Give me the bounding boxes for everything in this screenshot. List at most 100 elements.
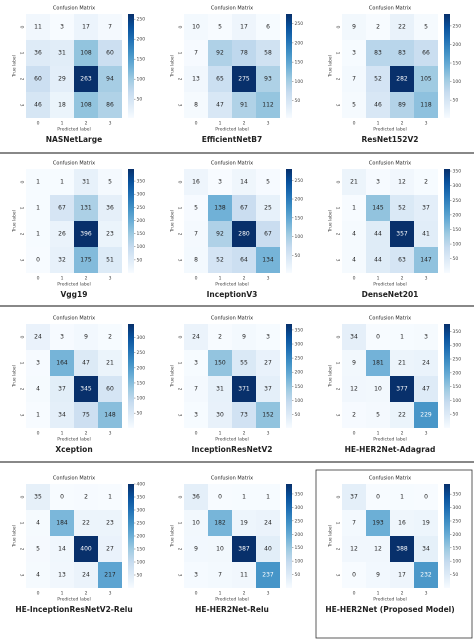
colorbar-tick-label: 100 bbox=[137, 244, 146, 250]
cell-label: 12 bbox=[374, 546, 382, 553]
x-tick-label: 2 bbox=[243, 431, 246, 437]
cell bbox=[366, 562, 390, 588]
cell-label: 105 bbox=[420, 76, 432, 83]
y-tick-label: 0 bbox=[335, 496, 341, 499]
x-tick-label: 3 bbox=[267, 431, 270, 437]
cell bbox=[256, 92, 280, 118]
cell bbox=[26, 536, 50, 562]
cell-label: 182 bbox=[214, 520, 226, 527]
cell-label: 60 bbox=[106, 50, 114, 57]
x-axis-label: Predicted label bbox=[57, 282, 90, 288]
cell bbox=[232, 92, 256, 118]
colorbar-tick-label: 200 bbox=[295, 40, 304, 46]
cell bbox=[74, 402, 98, 428]
x-tick-label: 1 bbox=[61, 121, 64, 127]
cell-label: 51 bbox=[106, 257, 114, 264]
cell bbox=[414, 221, 438, 247]
cell bbox=[50, 376, 74, 402]
cell bbox=[184, 40, 208, 66]
cell bbox=[366, 247, 390, 273]
colorbar-tick-label: 400 bbox=[137, 482, 146, 488]
cell bbox=[98, 169, 122, 195]
y-axis-label: True label bbox=[170, 525, 176, 548]
cell bbox=[50, 195, 74, 221]
x-tick-label: 2 bbox=[85, 276, 88, 282]
cell bbox=[414, 324, 438, 350]
cell-label: 34 bbox=[350, 334, 358, 341]
colorbar-tick-label: 200 bbox=[295, 370, 304, 376]
y-axis-label: True label bbox=[12, 525, 18, 548]
cell bbox=[98, 350, 122, 376]
cell bbox=[232, 402, 256, 428]
cell-label: 3 bbox=[36, 360, 40, 367]
cell-label: 10 bbox=[192, 24, 200, 31]
cell-label: 1 bbox=[352, 205, 356, 212]
cell-label: 16 bbox=[398, 520, 406, 527]
cell bbox=[256, 195, 280, 221]
cell-label: 2 bbox=[108, 334, 112, 341]
cell-label: 0 bbox=[218, 494, 222, 501]
cell-label: 92 bbox=[216, 50, 224, 57]
cell-label: 22 bbox=[398, 24, 406, 31]
cell-label: 37 bbox=[350, 494, 358, 501]
cell-label: 4 bbox=[36, 572, 40, 579]
y-tick-label: 3 bbox=[177, 414, 183, 417]
cell-label: 52 bbox=[216, 257, 224, 264]
cell bbox=[74, 66, 98, 92]
y-tick-label: 0 bbox=[19, 336, 25, 339]
y-tick-label: 2 bbox=[335, 233, 341, 236]
colorbar-tick-label: 300 bbox=[453, 505, 462, 511]
cell bbox=[342, 510, 366, 536]
cell-label: 7 bbox=[108, 24, 112, 31]
y-axis-label: True label bbox=[328, 55, 334, 78]
cell-label: 237 bbox=[262, 572, 274, 579]
x-tick-label: 1 bbox=[377, 276, 380, 282]
colorbar-tick-label: 350 bbox=[453, 169, 462, 175]
caption: HE-HER2Net (Proposed Model) bbox=[325, 605, 454, 614]
cell-label: 148 bbox=[104, 412, 116, 419]
cell-label: 83 bbox=[374, 50, 382, 57]
y-tick-label: 0 bbox=[335, 26, 341, 29]
cell bbox=[342, 92, 366, 118]
cell bbox=[26, 14, 50, 40]
cell-label: 0 bbox=[60, 494, 64, 501]
colorbar-tick-label: 250 bbox=[453, 518, 462, 524]
cell-label: 22 bbox=[82, 520, 90, 527]
colorbar-tick-label: 50 bbox=[137, 97, 143, 103]
colorbar bbox=[286, 484, 292, 588]
colorbar-tick-label: 250 bbox=[295, 356, 304, 362]
cell-label: 31 bbox=[58, 50, 66, 57]
colorbar-tick-label: 300 bbox=[137, 335, 146, 341]
cell bbox=[208, 510, 232, 536]
x-tick-label: 0 bbox=[353, 591, 356, 597]
cell bbox=[74, 247, 98, 273]
cell-label: 3 bbox=[60, 334, 64, 341]
y-tick-label: 2 bbox=[177, 78, 183, 81]
chart-title: Confusion Matrix bbox=[53, 161, 95, 167]
cell bbox=[50, 169, 74, 195]
cell-label: 46 bbox=[34, 102, 42, 109]
cell bbox=[414, 376, 438, 402]
cell-label: 138 bbox=[214, 205, 226, 212]
x-tick-label: 2 bbox=[401, 431, 404, 437]
colorbar bbox=[444, 169, 450, 273]
colorbar bbox=[128, 169, 134, 273]
cell bbox=[256, 247, 280, 273]
cell-label: 10 bbox=[374, 386, 382, 393]
colorbar-tick-label: 350 bbox=[453, 492, 462, 498]
cell bbox=[232, 484, 256, 510]
cell-label: 23 bbox=[106, 520, 114, 527]
colorbar-tick-label: 100 bbox=[295, 79, 304, 85]
colorbar-tick-label: 50 bbox=[295, 412, 301, 418]
y-tick-label: 0 bbox=[177, 336, 183, 339]
cell bbox=[232, 195, 256, 221]
cell-label: 36 bbox=[192, 494, 200, 501]
cell bbox=[342, 562, 366, 588]
colorbar-tick-label: 200 bbox=[137, 218, 146, 224]
cell-label: 396 bbox=[80, 231, 92, 238]
x-axis-label: Predicted label bbox=[215, 282, 248, 288]
colorbar-tick-label: 200 bbox=[137, 534, 146, 540]
y-tick-label: 2 bbox=[19, 388, 25, 391]
cell bbox=[366, 195, 390, 221]
colorbar-tick-label: 250 bbox=[295, 178, 304, 184]
